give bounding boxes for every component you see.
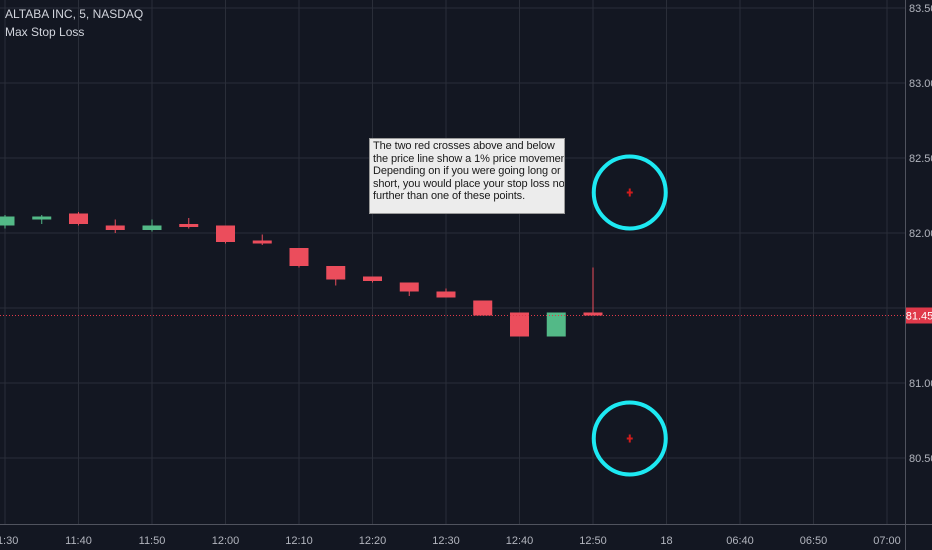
x-tick-label: 12:30 bbox=[432, 535, 460, 547]
x-tick-label: 06:40 bbox=[726, 535, 754, 547]
candle-body bbox=[0, 216, 15, 226]
annotation-line: short, you would place your stop loss no bbox=[373, 177, 565, 190]
candle-body bbox=[105, 225, 125, 230]
current-price-badge bbox=[906, 307, 932, 324]
x-tick-label: 11:40 bbox=[65, 535, 92, 547]
x-tick-label: 12:20 bbox=[359, 535, 387, 547]
x-tick-label: 11:50 bbox=[139, 535, 166, 547]
annotation-line: further than one of these points. bbox=[373, 190, 526, 202]
chart-grid bbox=[0, 0, 905, 524]
candle-body bbox=[142, 225, 162, 230]
candle-body bbox=[436, 291, 456, 298]
x-tick-label: 18 bbox=[660, 535, 672, 547]
x-tick-label: 12:00 bbox=[212, 535, 240, 547]
y-tick-label: 82.00 bbox=[909, 228, 932, 240]
candle-body bbox=[32, 216, 52, 220]
annotation-note[interactable]: The two red crosses above and below the … bbox=[369, 138, 565, 214]
stop-loss-markers bbox=[591, 154, 668, 477]
y-tick-label: 83.50 bbox=[909, 3, 932, 15]
current-price-label: 81.45 bbox=[906, 311, 932, 323]
indicator-name[interactable]: Max Stop Loss bbox=[5, 25, 85, 39]
candle-body bbox=[289, 248, 309, 266]
x-tick-label: 07:00 bbox=[873, 535, 901, 547]
x-tick-label: 12:50 bbox=[579, 535, 607, 547]
highlight-circle bbox=[591, 400, 668, 477]
y-tick-label: 82.50 bbox=[909, 153, 932, 165]
annotation-line: the price line show a 1% price movement. bbox=[373, 152, 565, 165]
candle-body bbox=[473, 300, 493, 316]
candle-body bbox=[179, 224, 199, 227]
candlestick-series bbox=[0, 212, 603, 337]
y-tick-label: 81.00 bbox=[909, 378, 932, 390]
x-tick-label: 12:10 bbox=[285, 535, 313, 547]
candle-body bbox=[252, 240, 272, 244]
x-tick-label: 12:40 bbox=[506, 535, 534, 547]
symbol-title[interactable]: ALTABA INC, 5, NASDAQ bbox=[5, 7, 144, 21]
annotation-line: The two red crosses above and below bbox=[373, 140, 555, 152]
chart-legend: ALTABA INC, 5, NASDAQ Max Stop Loss bbox=[5, 5, 143, 41]
y-tick-label: 80.50 bbox=[909, 453, 932, 465]
candle-body bbox=[326, 266, 346, 280]
candle-body bbox=[399, 282, 419, 292]
candle-body bbox=[69, 213, 88, 224]
price-line-group: 81.45 bbox=[0, 307, 932, 324]
candle-body bbox=[363, 276, 382, 281]
candle-body bbox=[583, 312, 603, 316]
x-tick-label: 06:50 bbox=[800, 535, 828, 547]
x-tick-label: 11:30 bbox=[0, 535, 18, 547]
candle-body bbox=[510, 312, 529, 337]
highlight-circle bbox=[591, 154, 668, 231]
y-tick-label: 83.00 bbox=[909, 78, 932, 90]
candle-body bbox=[546, 312, 566, 337]
annotation-line: Depending on if you were going long or bbox=[373, 165, 561, 177]
candle-body bbox=[216, 225, 235, 242]
